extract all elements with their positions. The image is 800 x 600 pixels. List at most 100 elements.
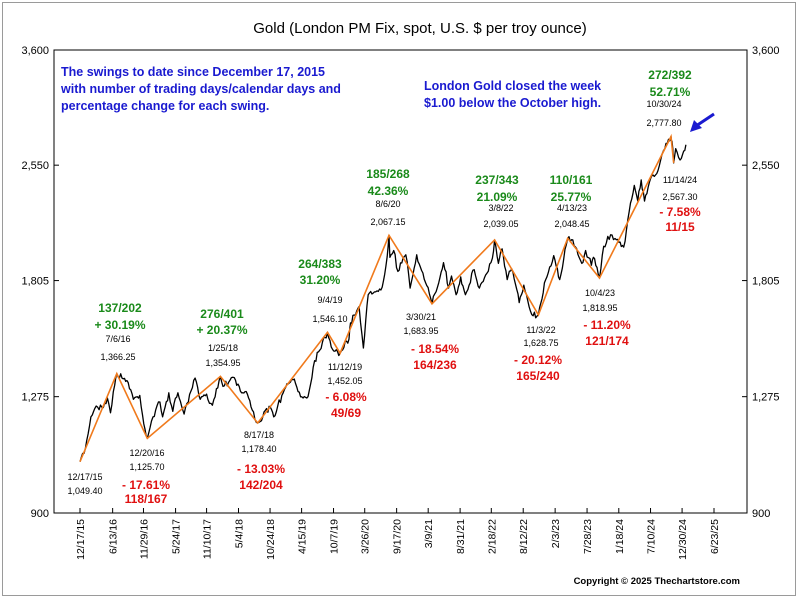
- y-tick-label: 1,805: [752, 276, 780, 288]
- point-value-label: 2,067.15: [370, 217, 405, 227]
- y-tick-label: 3,600: [752, 45, 780, 57]
- point-value-label: 2,048.45: [554, 219, 589, 229]
- x-tick-label: 11/10/17: [202, 519, 214, 559]
- down-swing-days: 164/236: [413, 358, 457, 372]
- point-value-label: 1,178.40: [241, 444, 276, 454]
- up-swing-pct: 52.71%: [650, 85, 691, 99]
- up-swing-days: 264/383: [298, 257, 342, 271]
- y-tick-label: 900: [752, 508, 770, 520]
- down-swing-days: 142/204: [239, 478, 283, 492]
- point-date-label: 11/14/24: [663, 175, 697, 185]
- down-swing-pct: - 20.12%: [514, 353, 562, 367]
- up-swing-days: 137/202: [98, 301, 142, 315]
- x-tick-label: 9/17/20: [392, 519, 404, 554]
- up-swing-days: 237/343: [475, 173, 519, 187]
- down-swing-days: 11/15: [665, 220, 695, 234]
- swing-line: [79, 133, 675, 463]
- point-date-label: 11/3/22: [526, 325, 555, 335]
- y-tick-label: 1,275: [752, 392, 780, 404]
- down-swing-days: 118/167: [125, 492, 168, 506]
- down-swing-days: 49/69: [331, 406, 361, 420]
- point-date-label: 12/17/15: [67, 472, 102, 482]
- note-right-line: London Gold closed the week: [424, 79, 601, 93]
- point-date-label: 4/13/23: [557, 203, 587, 213]
- point-date-label: 12/20/16: [129, 448, 164, 458]
- note-left-line: percentage change for each swing.: [61, 99, 269, 113]
- x-tick-label: 10/7/19: [329, 519, 341, 554]
- y-tick-label: 1,805: [21, 276, 49, 288]
- down-swing-pct: - 13.03%: [237, 462, 285, 476]
- x-tick-label: 8/12/22: [518, 519, 530, 554]
- point-value-label: 1,354.95: [205, 358, 240, 368]
- x-tick-label: 3/26/20: [360, 519, 372, 554]
- point-date-label: 7/6/16: [105, 334, 130, 344]
- point-date-label: 3/8/22: [488, 203, 513, 213]
- point-value-label: 1,125.70: [129, 462, 164, 472]
- x-tick-label: 7/10/24: [646, 519, 658, 554]
- down-swing-pct: - 11.20%: [583, 318, 631, 332]
- up-swing-pct: 31.20%: [300, 273, 341, 287]
- x-tick-label: 4/15/19: [297, 519, 309, 554]
- x-tick-label: 2/18/22: [486, 519, 498, 554]
- point-date-label: 8/6/20: [375, 199, 400, 209]
- y-axis-right: 900 1,275 1,805 2,550 3,600: [742, 45, 780, 520]
- note-left-line: The swings to date since December 17, 20…: [61, 65, 325, 79]
- note-right-line: $1.00 below the October high.: [424, 96, 601, 110]
- swing-annotations: 12/17/15 1,049.40 7/6/16 1,366.25 12/20/16 1,…: [67, 68, 701, 506]
- chart-title: Gold (London PM Fix, spot, U.S. $ per tr…: [253, 20, 587, 37]
- x-tick-label: 1/18/24: [614, 519, 626, 554]
- point-date-label: 11/12/19: [328, 362, 362, 372]
- point-date-label: 10/4/23: [585, 288, 615, 298]
- point-date-label: 10/30/24: [646, 99, 681, 109]
- y-tick-label: 900: [31, 508, 49, 520]
- x-tick-label: 11/29/16: [138, 519, 150, 559]
- chart-notes: The swings to date since December 17, 20…: [60, 65, 601, 113]
- up-swing-pct: 25.77%: [551, 190, 592, 204]
- point-value-label: 2,567.30: [662, 192, 697, 202]
- y-axis-left: 900 1,275 1,805 2,550 3,600: [21, 45, 59, 520]
- point-value-label: 1,366.25: [100, 352, 135, 362]
- up-swing-days: 272/392: [648, 68, 692, 82]
- up-swing-pct: 21.09%: [477, 190, 518, 204]
- x-tick-label: 3/9/21: [423, 519, 435, 548]
- up-swing-pct: 42.36%: [368, 184, 409, 198]
- point-value-label: 1,818.95: [582, 303, 617, 313]
- y-tick-label: 2,550: [752, 160, 780, 172]
- down-swing-pct: - 17.61%: [122, 478, 170, 492]
- point-value-label: 1,452.05: [327, 376, 362, 386]
- point-value-label: 1,049.40: [67, 486, 102, 496]
- down-swing-pct: - 6.08%: [325, 390, 367, 404]
- down-swing-days: 121/174: [585, 334, 629, 348]
- down-swing-days: 165/240: [516, 369, 560, 383]
- x-tick-label: 12/30/24: [677, 519, 689, 560]
- up-swing-days: 185/268: [366, 167, 410, 181]
- copyright-notice: Copyright © 2025 Thechartstore.com: [574, 576, 740, 587]
- gold-price-line: [79, 135, 687, 462]
- down-swing-pct: - 7.58%: [659, 205, 701, 219]
- arrow-icon: [695, 112, 715, 128]
- up-swing-pct: + 30.19%: [94, 318, 145, 332]
- x-tick-label: 12/17/15: [75, 519, 87, 560]
- point-value-label: 1,628.75: [523, 338, 558, 348]
- point-date-label: 9/4/19: [317, 295, 342, 305]
- note-left-line: with number of trading days/calendar day…: [60, 82, 341, 96]
- x-tick-label: 5/24/17: [171, 519, 183, 554]
- up-swing-days: 110/161: [550, 173, 593, 187]
- x-tick-label: 8/31/21: [455, 519, 467, 554]
- x-tick-label: 5/4/18: [234, 519, 246, 548]
- point-value-label: 2,039.05: [483, 219, 518, 229]
- up-swing-days: 276/401: [200, 307, 244, 321]
- up-swing-pct: + 20.37%: [196, 323, 247, 337]
- down-swing-pct: - 18.54%: [411, 342, 459, 356]
- x-tick-label: 6/13/16: [108, 519, 120, 554]
- point-value-label: 1,546.10: [312, 314, 347, 324]
- point-date-label: 8/17/18: [244, 430, 274, 440]
- plot-area: [53, 49, 748, 514]
- y-tick-label: 1,275: [21, 392, 49, 404]
- x-tick-label: 10/24/18: [265, 519, 277, 560]
- x-axis: 12/17/15 6/13/16 11/29/16 5/24/17 11/10/17 5/…: [75, 508, 721, 560]
- point-value-label: 1,683.95: [403, 326, 438, 336]
- y-tick-label: 3,600: [21, 45, 49, 57]
